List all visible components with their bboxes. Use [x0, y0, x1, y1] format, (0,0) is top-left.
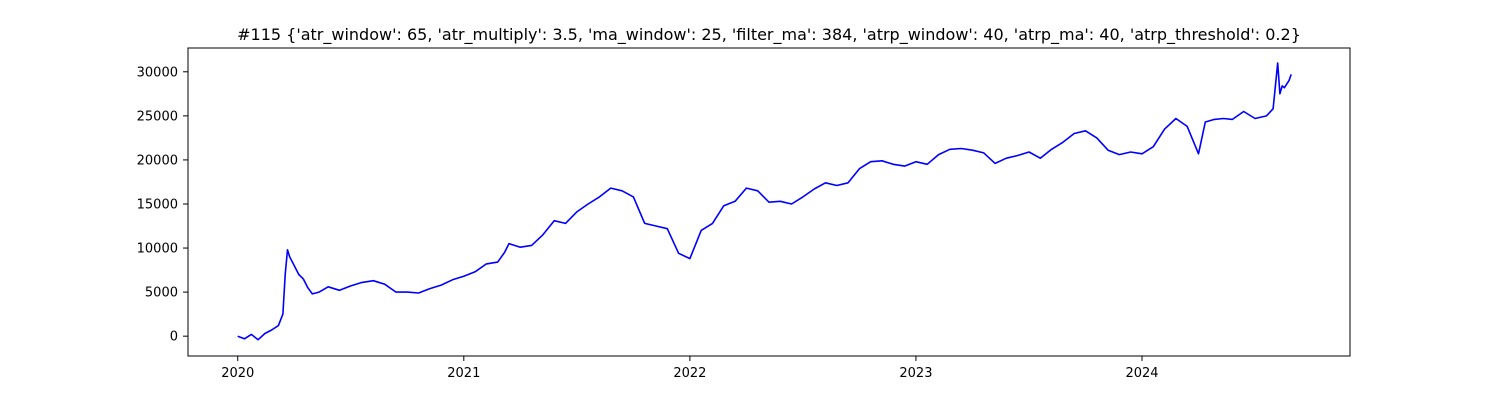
y-tick-label: 10000: [137, 242, 178, 257]
y-tick-label: 0: [170, 330, 178, 345]
chart-title: #115 {'atr_window': 65, 'atr_multiply': …: [237, 25, 1301, 45]
y-tick-label: 15000: [137, 197, 178, 212]
x-tick-label: 2023: [899, 366, 932, 381]
y-axis: 0 5000 10000 15000 20000 25000 30000: [137, 65, 188, 345]
x-tick-label: 2021: [447, 366, 480, 381]
y-tick-label: 20000: [137, 153, 178, 168]
y-tick-label: 30000: [137, 65, 178, 80]
x-tick-label: 2022: [673, 366, 706, 381]
x-tick-label: 2024: [1125, 366, 1158, 381]
series-layer: [237, 62, 1292, 341]
x-axis: 2020 2021 2022 2023 2024: [221, 356, 1159, 381]
y-tick-label: 25000: [137, 109, 178, 124]
y-tick-label: 5000: [145, 286, 178, 301]
x-tick-label: 2020: [221, 366, 254, 381]
series-line-0: [237, 62, 1292, 341]
